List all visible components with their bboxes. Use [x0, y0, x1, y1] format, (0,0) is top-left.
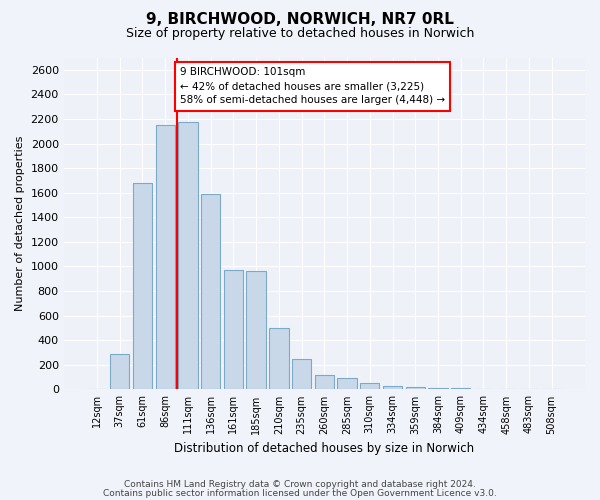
Text: 9 BIRCHWOOD: 101sqm
← 42% of detached houses are smaller (3,225)
58% of semi-det: 9 BIRCHWOOD: 101sqm ← 42% of detached ho… — [180, 68, 445, 106]
Bar — [292, 360, 311, 390]
Bar — [474, 389, 493, 390]
X-axis label: Distribution of detached houses by size in Norwich: Distribution of detached houses by size … — [174, 442, 475, 455]
Bar — [406, 387, 425, 390]
Text: Size of property relative to detached houses in Norwich: Size of property relative to detached ho… — [126, 28, 474, 40]
Text: Contains HM Land Registry data © Crown copyright and database right 2024.: Contains HM Land Registry data © Crown c… — [124, 480, 476, 489]
Bar — [337, 378, 357, 390]
Bar — [269, 328, 289, 390]
Bar — [201, 194, 220, 390]
Bar — [497, 389, 516, 390]
Bar — [224, 270, 243, 390]
Bar — [314, 374, 334, 390]
Bar — [88, 389, 107, 390]
Text: Contains public sector information licensed under the Open Government Licence v3: Contains public sector information licen… — [103, 489, 497, 498]
Bar — [110, 354, 130, 390]
Text: 9, BIRCHWOOD, NORWICH, NR7 0RL: 9, BIRCHWOOD, NORWICH, NR7 0RL — [146, 12, 454, 28]
Bar — [360, 382, 379, 390]
Bar — [451, 388, 470, 390]
Bar — [247, 272, 266, 390]
Bar — [383, 386, 402, 390]
Bar — [133, 183, 152, 390]
Bar — [428, 388, 448, 390]
Y-axis label: Number of detached properties: Number of detached properties — [15, 136, 25, 311]
Bar — [155, 125, 175, 390]
Bar — [178, 122, 197, 390]
